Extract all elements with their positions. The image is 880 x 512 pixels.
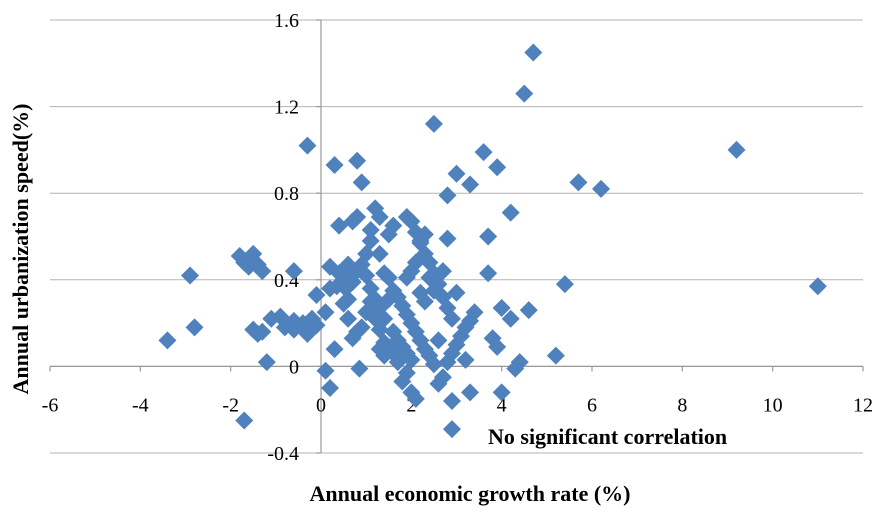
y-tick-label-0: 1.6 [274,10,299,32]
data-point [555,275,574,294]
data-point [334,294,353,313]
data-point [343,272,362,291]
data-point [348,208,367,227]
data-point [307,285,326,304]
data-point [352,318,371,337]
data-point [429,331,448,350]
data-point [284,262,303,281]
data-point [330,264,349,283]
data-point [321,379,340,398]
data-point [546,346,565,365]
data-point [316,303,335,322]
data-point [420,268,439,287]
grid-lines [50,19,863,454]
data-point [316,361,335,380]
correlation-annotation: No significant correlation [488,424,727,449]
data-point [352,173,371,192]
data-point [325,340,344,359]
axes [49,19,864,454]
data-point [438,186,457,205]
data-point [298,136,317,155]
data-point [253,322,272,341]
data-point [461,175,480,194]
data-point [370,298,389,317]
data-point [501,203,520,222]
y-tick-label-5: -0.4 [267,443,299,465]
data-point [415,292,434,311]
data-point [479,227,498,246]
y-tick-label-2: 0.8 [274,183,299,205]
data-point [257,353,276,372]
data-point [492,383,511,402]
data-point [181,266,200,285]
data-point [447,164,466,183]
data-point [361,221,380,240]
data-point [424,114,443,133]
data-point [433,262,452,281]
data-point [350,359,369,378]
data-point [185,318,204,337]
data-point [438,229,457,248]
data-point [592,179,611,198]
data-point [402,350,421,369]
data-point [361,231,380,250]
data-point [488,337,507,356]
x-tick-label-4: 2 [406,394,416,416]
y-axis-title: Annual urbanization speed(%) [8,104,33,395]
x-axis-title: Annual economic growth rate (%) [310,481,631,506]
data-point [808,277,827,296]
x-tick-label-6: 6 [587,394,597,416]
x-tick-label-0: -6 [42,394,59,416]
x-tick-label-1: -4 [132,394,149,416]
data-point [375,346,394,365]
data-point [492,298,511,317]
data-point [411,231,430,250]
data-point [442,420,461,439]
data-point [235,411,254,430]
data-point [515,84,534,103]
data-point [370,244,389,263]
data-point [727,140,746,159]
data-point [474,143,493,162]
data-point [442,392,461,411]
x-tick-label-3: 0 [316,394,326,416]
x-tick-label-7: 8 [677,394,687,416]
data-point [406,389,425,408]
data-point [433,368,452,387]
x-tick-label-2: -2 [222,394,239,416]
data-point [461,383,480,402]
data-point [397,268,416,287]
y-tick-label-4: 0 [289,356,299,378]
data-point [479,264,498,283]
data-point [501,309,520,328]
data-point [569,173,588,192]
data-point [330,216,349,235]
data-point [339,309,358,328]
data-point [158,331,177,350]
x-tick-labels: -6 -4 -2 0 2 4 6 8 10 12 [42,394,873,416]
data-point [524,43,543,62]
data-point [253,262,272,281]
data-point [488,158,507,177]
x-tick-label-5: 4 [497,394,507,416]
data-point [384,216,403,235]
x-tick-label-9: 12 [853,394,873,416]
data-point [442,309,461,328]
y-tick-labels: 1.61.20.80.40-0.4 [267,10,299,465]
data-point [325,156,344,175]
data-points [158,43,827,439]
data-point [275,318,294,337]
data-point [370,208,389,227]
data-point [447,283,466,302]
data-point [465,303,484,322]
data-point [424,355,443,374]
data-point [510,353,529,372]
data-point [348,151,367,170]
x-tick-label-8: 10 [763,394,783,416]
y-tick-label-1: 1.2 [274,97,299,119]
data-point [456,350,475,369]
data-point [519,301,538,320]
